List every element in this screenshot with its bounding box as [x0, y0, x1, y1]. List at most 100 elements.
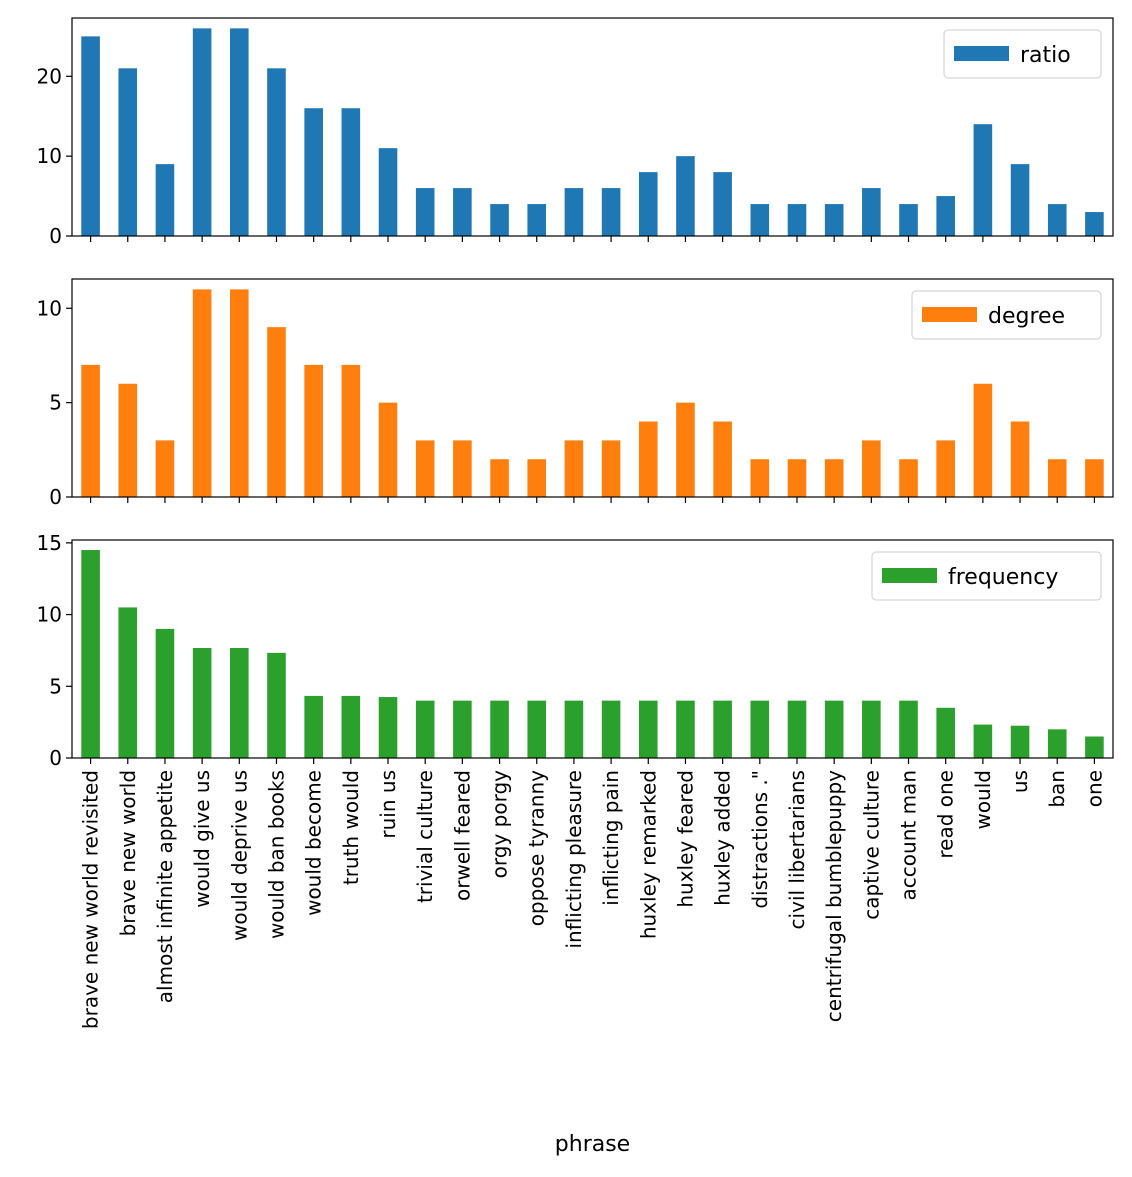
frequency-bar — [1047, 729, 1067, 758]
y-tick-label: 5 — [49, 674, 62, 698]
y-tick-label: 10 — [37, 603, 62, 627]
x-tick-label: almost infinite appetite — [153, 770, 177, 1003]
x-tick-label: orgy porgy — [488, 770, 512, 878]
ratio-bar — [267, 68, 286, 236]
ratio-bar — [787, 204, 807, 236]
frequency-bar — [601, 700, 621, 758]
ratio-bar — [155, 164, 175, 236]
degree-bar — [564, 440, 584, 497]
frequency-bar — [415, 700, 435, 758]
ratio-bar — [527, 204, 547, 236]
degree-bar — [601, 440, 621, 497]
frequency-bar — [155, 628, 175, 758]
frequency-bar — [118, 607, 138, 758]
frequency-bar — [267, 652, 286, 758]
x-tick-label: huxley feared — [673, 770, 697, 908]
frequency-bar — [527, 700, 547, 758]
ratio-bar — [824, 204, 844, 236]
ratio-bar — [192, 28, 212, 236]
x-tick-label: huxley added — [711, 770, 735, 906]
frequency-bar — [824, 700, 844, 758]
ratio-bar — [564, 188, 584, 236]
degree-bar — [862, 440, 881, 497]
y-tick-label: 10 — [37, 144, 62, 168]
legend-label: frequency — [948, 565, 1058, 590]
legend: degree — [911, 290, 1102, 340]
frequency-bar — [750, 700, 770, 758]
x-tick-label: one — [1082, 770, 1106, 807]
frequency-bar — [564, 700, 584, 758]
frequency-bar — [1010, 725, 1030, 758]
ratio-bar — [341, 108, 361, 236]
degree-bar — [1047, 459, 1067, 497]
ratio-bar — [750, 204, 770, 236]
ratio-bar — [601, 188, 621, 236]
frequency-bar — [378, 697, 398, 758]
x-tick-label: would deprive us — [227, 770, 251, 941]
legend-swatch — [922, 307, 977, 322]
ratio-bar — [230, 28, 249, 236]
legend: frequency — [871, 551, 1102, 601]
degree-bar — [304, 364, 323, 497]
axes-frame — [71, 539, 1114, 759]
frequency-bar — [899, 700, 918, 758]
degree-bar — [415, 440, 435, 497]
ratio-bar — [304, 108, 323, 236]
legend-swatch — [954, 46, 1009, 61]
frequency-bar — [81, 550, 100, 758]
frequency-bar — [230, 648, 249, 758]
y-tick-label: 0 — [49, 224, 62, 248]
degree-bar — [378, 402, 398, 497]
ratio-bar — [490, 204, 509, 236]
ratio-bar — [378, 148, 398, 236]
frequency-bar — [192, 648, 212, 758]
frequency-bar — [341, 695, 361, 758]
degree-bar — [787, 459, 807, 497]
x-tick-label: read one — [934, 770, 958, 859]
x-tick-label: civil libertarians — [785, 770, 809, 929]
y-tick-label: 20 — [37, 64, 62, 88]
y-tick-label: 10 — [37, 296, 62, 320]
frequency-bar — [638, 700, 658, 758]
degree-bar — [453, 440, 472, 497]
y-tick-label: 5 — [49, 391, 62, 415]
x-tick-label: centrifugal bumblepuppy — [822, 770, 846, 1022]
frequency-bar — [787, 700, 807, 758]
ratio-bar — [81, 36, 100, 237]
degree-bar — [155, 440, 175, 497]
degree-bar — [230, 289, 249, 497]
ratio-bar — [1047, 204, 1067, 236]
degree-bar — [341, 364, 361, 497]
degree-bar — [824, 459, 844, 497]
ratio-bar — [118, 68, 138, 236]
x-tick-label: us — [1008, 770, 1032, 793]
degree-bar — [192, 289, 212, 497]
degree-bar — [267, 327, 286, 497]
x-tick-label: trivial culture — [413, 770, 437, 903]
axes-frame — [71, 278, 1114, 498]
x-tick-label: distractions ." — [748, 770, 772, 909]
degree-bar — [81, 364, 100, 497]
legend-label: ratio — [1020, 43, 1071, 68]
degree-bar — [1085, 459, 1104, 497]
legend-frame — [871, 551, 1102, 601]
x-tick-label: orwell feared — [450, 770, 474, 901]
ratio-bar — [415, 188, 435, 236]
degree-bar — [1010, 421, 1030, 497]
ratio-bar — [862, 188, 881, 236]
x-tick-label: ban — [1045, 770, 1069, 808]
x-tick-label: account man — [897, 770, 921, 900]
subplot-ratio: 0 10 20 ratio — [37, 17, 1114, 248]
legend-frame — [943, 29, 1102, 79]
legend-swatch — [882, 568, 937, 583]
degree-bar — [638, 421, 658, 497]
y-tick-label: 0 — [49, 746, 62, 770]
x-tick-label: would become — [302, 770, 326, 916]
ratio-bar — [1010, 164, 1030, 236]
x-tick-label: would give us — [190, 770, 214, 908]
ratio-bar — [638, 172, 658, 236]
ratio-bar — [899, 204, 918, 236]
degree-bar — [973, 383, 993, 497]
degree-bar — [936, 440, 955, 497]
